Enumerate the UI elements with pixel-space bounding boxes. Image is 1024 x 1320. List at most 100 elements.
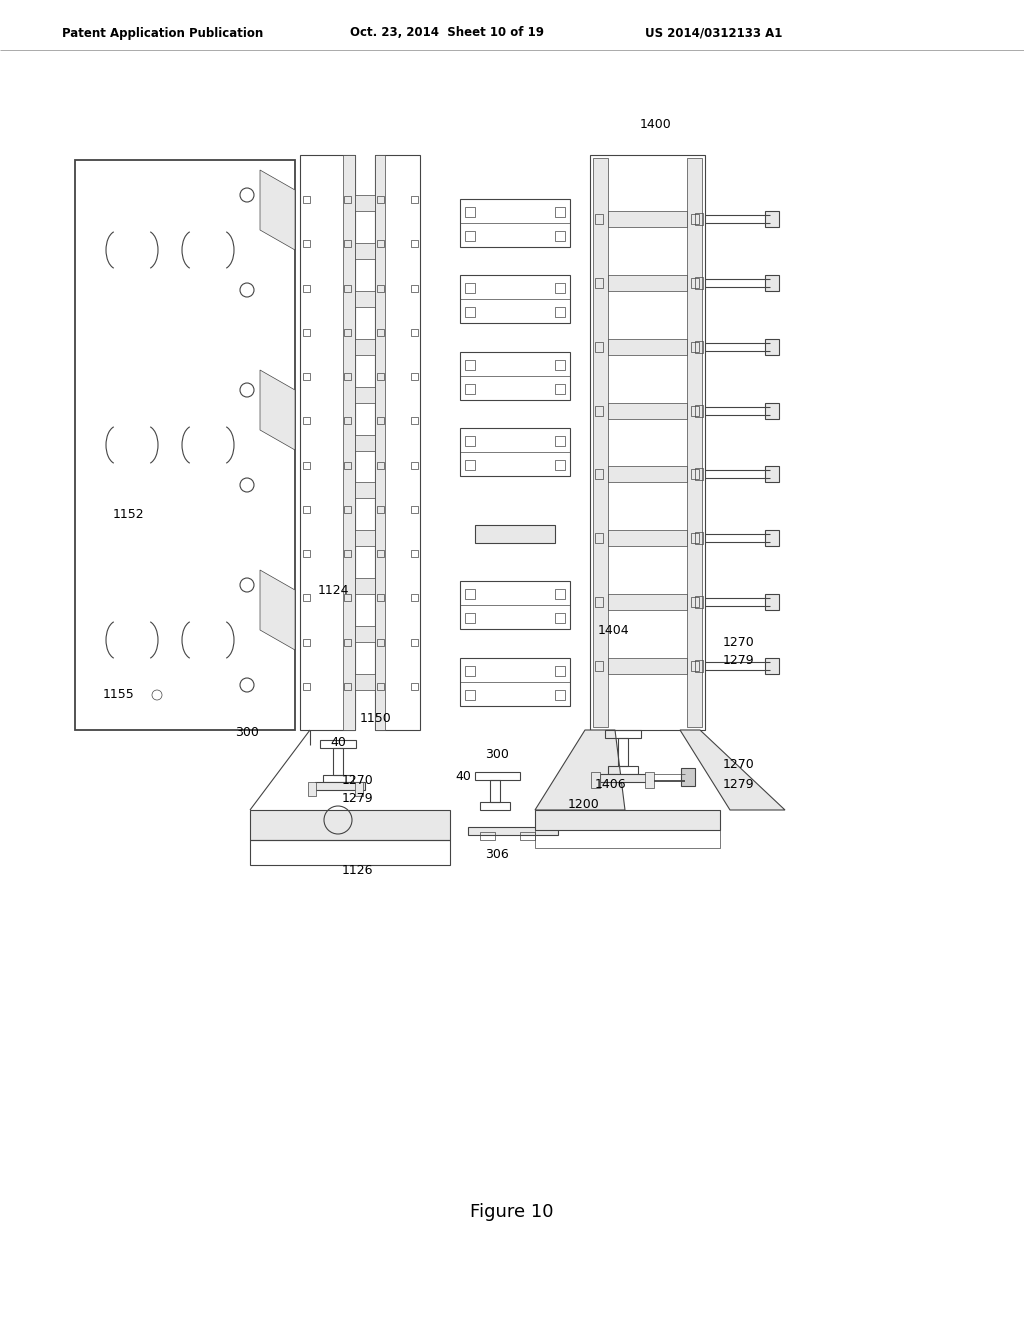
Bar (303, 639, 310, 645)
Text: 306: 306 (485, 849, 509, 862)
Bar (465, 689, 475, 700)
Bar (343, 154, 355, 730)
Bar (303, 594, 310, 602)
Bar (618, 738, 628, 766)
Bar (645, 772, 654, 788)
Bar (520, 832, 535, 840)
Bar (303, 506, 310, 513)
Bar (600, 774, 650, 781)
Text: 1279: 1279 (342, 792, 374, 804)
Text: 1406: 1406 (595, 779, 627, 792)
Bar (344, 417, 351, 425)
Polygon shape (260, 570, 295, 649)
Bar (608, 403, 687, 418)
Bar (411, 506, 418, 513)
Bar (465, 612, 475, 623)
Bar (465, 384, 475, 393)
Bar (411, 462, 418, 469)
Bar (595, 533, 603, 544)
Bar (608, 211, 687, 227)
Text: 1155: 1155 (103, 689, 135, 701)
Bar (555, 231, 565, 240)
Bar (595, 470, 603, 479)
Bar (377, 506, 384, 513)
Bar (691, 342, 699, 351)
Bar (377, 417, 384, 425)
Bar (480, 803, 510, 810)
Bar (691, 277, 699, 288)
Bar (765, 659, 779, 675)
Bar (695, 597, 703, 609)
Bar (465, 206, 475, 216)
Bar (323, 775, 353, 781)
Bar (595, 597, 603, 607)
Bar (608, 766, 638, 774)
Bar (691, 661, 699, 671)
Text: Oct. 23, 2014  Sheet 10 of 19: Oct. 23, 2014 Sheet 10 of 19 (350, 26, 544, 40)
Bar (608, 531, 687, 546)
Bar (344, 197, 351, 203)
Bar (465, 231, 475, 240)
Bar (377, 682, 384, 690)
Bar (555, 665, 565, 676)
Bar (411, 285, 418, 292)
Bar (344, 462, 351, 469)
Bar (355, 531, 375, 546)
Text: 1124: 1124 (318, 583, 349, 597)
Bar (308, 781, 316, 796)
Bar (555, 359, 565, 370)
Bar (608, 659, 687, 675)
Bar (377, 550, 384, 557)
Text: US 2014/0312133 A1: US 2014/0312133 A1 (645, 26, 782, 40)
Bar (595, 214, 603, 224)
Text: 1400: 1400 (640, 119, 672, 132)
Bar (691, 214, 699, 224)
Bar (377, 639, 384, 645)
Text: 1126: 1126 (342, 863, 374, 876)
Bar (765, 339, 779, 355)
Bar (490, 780, 500, 803)
Bar (605, 730, 641, 738)
Bar (355, 578, 375, 594)
Bar (695, 404, 703, 417)
Text: 1404: 1404 (598, 623, 630, 636)
Bar (475, 524, 555, 543)
Bar (344, 506, 351, 513)
Text: 1152: 1152 (113, 508, 144, 521)
Bar (555, 689, 565, 700)
Bar (765, 466, 779, 482)
Bar (355, 243, 375, 259)
Bar (411, 240, 418, 247)
Bar (411, 374, 418, 380)
Bar (355, 290, 375, 306)
Bar (465, 589, 475, 599)
Bar (465, 282, 475, 293)
Polygon shape (260, 170, 295, 249)
Bar (765, 211, 779, 227)
Bar (535, 810, 720, 830)
Bar (460, 428, 570, 477)
Bar (411, 682, 418, 690)
Bar (344, 374, 351, 380)
Bar (303, 240, 310, 247)
Bar (765, 594, 779, 610)
Bar (595, 342, 603, 351)
Bar (460, 581, 570, 630)
Bar (319, 741, 356, 748)
Bar (593, 158, 608, 727)
Bar (315, 781, 365, 789)
Bar (460, 275, 570, 323)
Text: 1279: 1279 (723, 779, 755, 792)
Text: 1270: 1270 (723, 759, 755, 771)
Bar (608, 466, 687, 482)
Text: 1270: 1270 (342, 774, 374, 787)
Bar (591, 772, 600, 788)
Bar (344, 285, 351, 292)
Bar (691, 470, 699, 479)
Bar (333, 748, 343, 775)
Bar (411, 417, 418, 425)
Bar (608, 275, 687, 290)
Text: 300: 300 (234, 726, 259, 738)
Bar (608, 339, 687, 355)
Polygon shape (260, 370, 295, 450)
